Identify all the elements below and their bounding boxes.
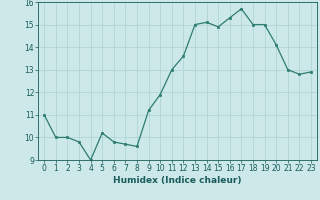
X-axis label: Humidex (Indice chaleur): Humidex (Indice chaleur) — [113, 176, 242, 185]
